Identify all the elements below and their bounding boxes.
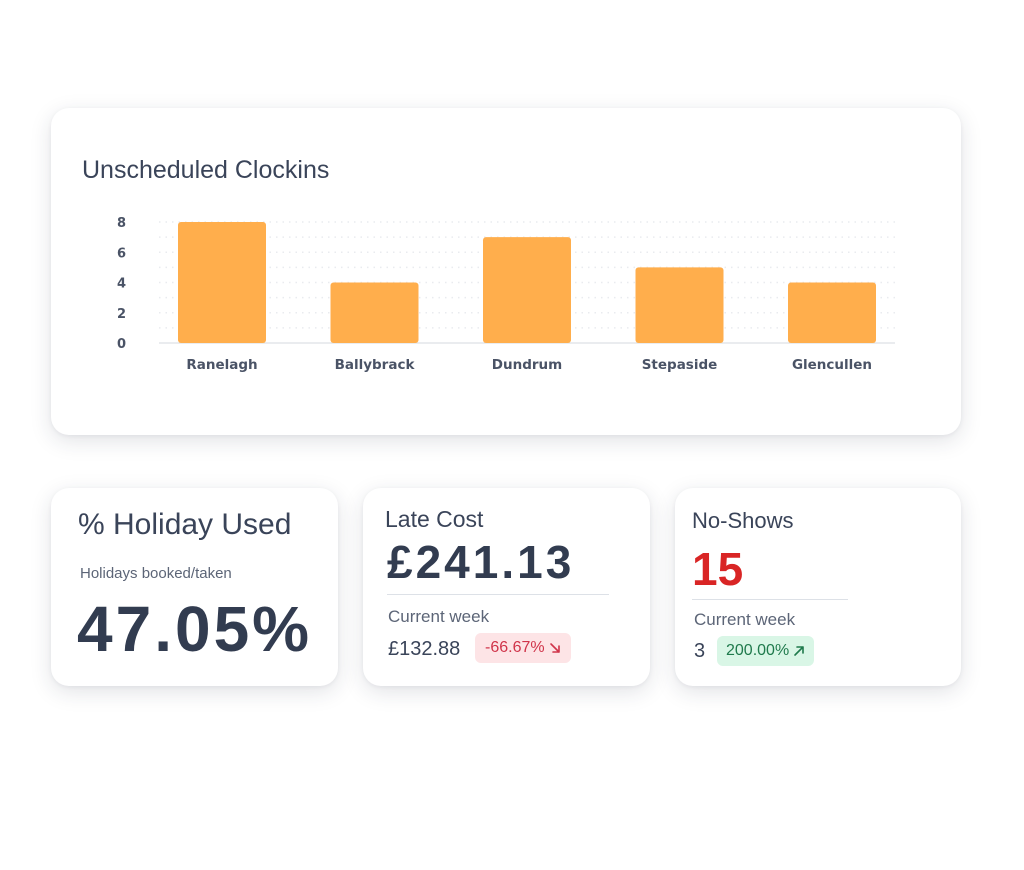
y-tick-label: 2 <box>117 307 126 322</box>
y-tick-label: 0 <box>117 337 126 352</box>
no-shows-title: No-Shows <box>692 508 794 533</box>
late-cost-divider <box>387 594 609 595</box>
y-tick-label: 8 <box>117 216 126 231</box>
holiday-used-subtitle: Holidays booked/taken <box>80 565 232 582</box>
unscheduled-clockins-card: Unscheduled Clockins 0 2 4 6 8 Ranelagh Bally… <box>51 108 961 435</box>
bar-dundrum <box>483 237 571 343</box>
late-cost-title: Late Cost <box>385 506 484 532</box>
late-cost-card: Late Cost £241.13 Current week £132.88 -… <box>363 488 650 686</box>
arrow-up-right-icon <box>793 638 805 668</box>
bar-glencullen <box>788 282 876 343</box>
chart-x-axis: Ranelagh Ballybrack Dundrum Stepaside Glencu… <box>186 357 872 373</box>
bar-ballybrack <box>330 282 419 343</box>
x-tick-label: Ballybrack <box>335 357 416 373</box>
chart-y-axis: 0 2 4 6 8 <box>117 216 126 352</box>
unscheduled-clockins-chart: 0 2 4 6 8 Ranelagh Ballybrack Dundrum Stepaside… <box>117 216 895 373</box>
holiday-used-value: 47.05% <box>77 593 313 665</box>
holiday-used-card: % Holiday Used Holidays booked/taken 47.… <box>51 488 338 686</box>
no-shows-change-badge: 200.00% <box>717 636 815 668</box>
bar-ranelagh <box>178 222 266 343</box>
no-shows-divider <box>692 599 848 600</box>
no-shows-period-label: Current week <box>694 610 796 629</box>
x-tick-label: Glencullen <box>792 357 872 373</box>
late-cost-value: £241.13 <box>387 536 575 588</box>
late-cost-previous-value: £132.88 <box>388 638 461 660</box>
no-shows-value: 15 <box>692 543 744 595</box>
no-shows-change-value: 200.00% <box>726 642 790 659</box>
late-cost-period-label: Current week <box>388 607 490 626</box>
no-shows-previous-value: 3 <box>694 640 706 662</box>
y-tick-label: 6 <box>117 246 126 261</box>
x-tick-label: Ranelagh <box>186 357 257 373</box>
x-tick-label: Stepaside <box>642 357 718 373</box>
x-tick-label: Dundrum <box>492 357 562 373</box>
holiday-used-title: % Holiday Used <box>78 508 292 541</box>
no-shows-card: No-Shows 15 Current week 3 200.00% <box>675 488 961 686</box>
bar-stepaside <box>635 267 724 343</box>
chart-title: Unscheduled Clockins <box>82 156 330 184</box>
arrow-down-right-icon <box>549 635 561 665</box>
y-tick-label: 4 <box>117 277 126 292</box>
chart-bars <box>178 222 876 343</box>
late-cost-change-badge: -66.67% <box>475 633 571 663</box>
late-cost-change-value: -66.67% <box>485 639 545 656</box>
